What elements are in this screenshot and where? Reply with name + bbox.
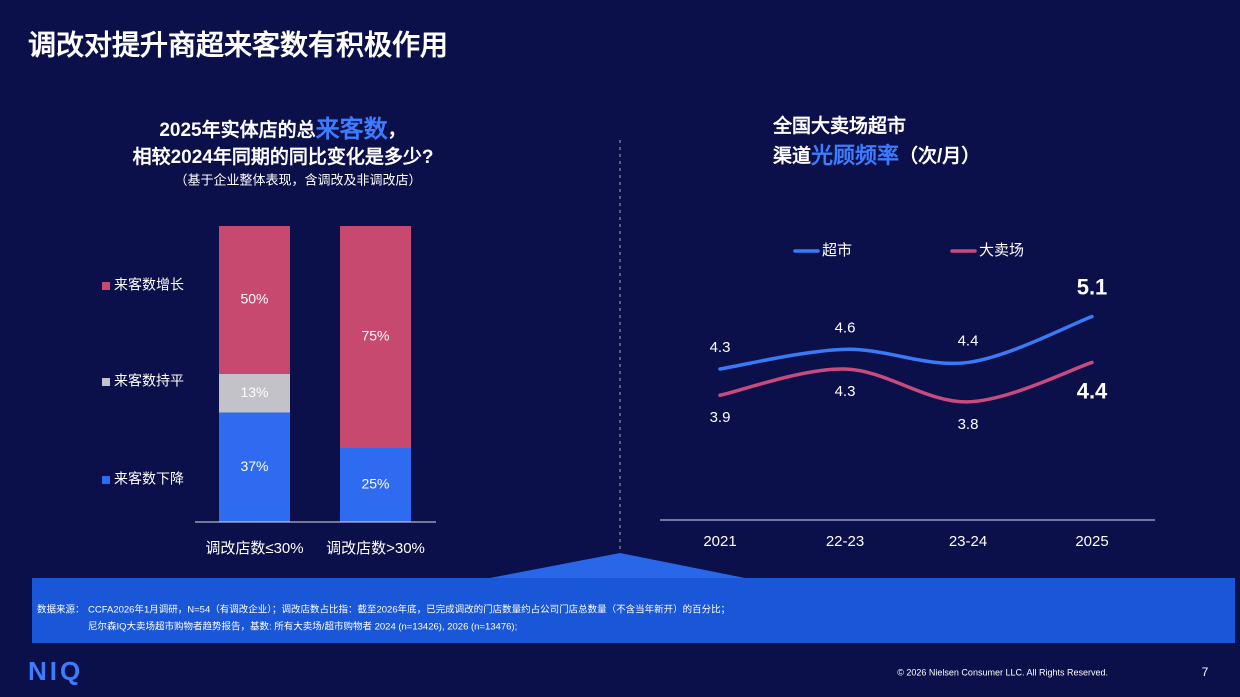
data-label: 25% (361, 476, 389, 492)
data-label: 4.3 (835, 383, 856, 400)
page-number: 7 (1202, 665, 1209, 679)
legend-label: 超市 (822, 242, 852, 259)
title-segment: 相较2024年同期的同比变化是多少? (133, 145, 434, 168)
x-tick-label: 调改店数>30% (326, 540, 425, 557)
data-label: 4.3 (710, 339, 731, 356)
title-segment: 2025年实体店的总 (159, 118, 315, 141)
x-tick-label: 2021 (703, 533, 736, 550)
data-label: 37% (240, 458, 268, 474)
title-segment: 渠道 (773, 144, 811, 167)
chart-title: 全国大卖场超市 (772, 114, 906, 137)
line-series (718, 360, 1094, 404)
title-segment: 全国大卖场超市 (772, 114, 906, 137)
data-label: 4.6 (835, 319, 856, 336)
legend-swatch (102, 476, 110, 484)
title-segment: ， (388, 120, 407, 141)
line-series (718, 314, 1094, 371)
bar-segment (219, 374, 290, 413)
footnote-label: 数据来源： (37, 604, 85, 616)
chart-title: 渠道光顾频率（次/月） (773, 143, 980, 168)
bar-segment (340, 226, 411, 448)
title-segment: 来客数 (316, 115, 389, 143)
data-label: 4.4 (1077, 378, 1108, 403)
data-label: 3.8 (958, 416, 979, 433)
x-tick-label: 调改店数≤30% (205, 540, 303, 557)
title-segment: 光顾频率 (810, 143, 899, 168)
bar-segment (340, 448, 411, 522)
data-label: 13% (240, 384, 268, 400)
data-label: 3.9 (710, 409, 731, 426)
copyright: © 2026 Nielsen Consumer LLC. All Rights … (897, 667, 1108, 677)
x-tick-label: 2025 (1075, 533, 1108, 550)
chart-title: 相较2024年同期的同比变化是多少? (133, 145, 434, 168)
chart-subtitle: （基于企业整体表现，含调改及非调改店） (174, 172, 421, 187)
chart-title: 2025年实体店的总来客数， (159, 115, 406, 143)
footnote-line: 尼尔森IQ大卖场超市购物者趋势报告，基数: 所有大卖场/超市购物者 2024 (… (88, 621, 517, 633)
x-tick-label: 23-24 (949, 533, 987, 550)
legend-label: 来客数下降 (114, 471, 184, 487)
slide-title: 调改对提升商超来客数有积极作用 (28, 28, 448, 60)
data-label: 4.4 (958, 332, 979, 349)
footnote-line: CCFA2026年1月调研，N=54（有调改企业）；调改店数占比指：截至2026… (88, 604, 730, 616)
legend-swatch (102, 282, 110, 290)
data-label: 75% (361, 328, 389, 344)
legend-label: 来客数增长 (114, 277, 184, 293)
legend-label: 来客数持平 (114, 373, 184, 389)
bar-segment (219, 412, 290, 522)
legend-swatch (102, 378, 110, 386)
data-label: 50% (240, 291, 268, 307)
legend-label: 大卖场 (979, 242, 1024, 259)
data-label: 5.1 (1077, 274, 1108, 299)
pointer (490, 553, 745, 578)
footnote-box (32, 578, 1235, 643)
bar-segment (219, 226, 290, 374)
title-segment: （次/月） (899, 144, 980, 167)
x-tick-label: 22-23 (826, 533, 864, 550)
logo: NIQ (28, 656, 83, 686)
